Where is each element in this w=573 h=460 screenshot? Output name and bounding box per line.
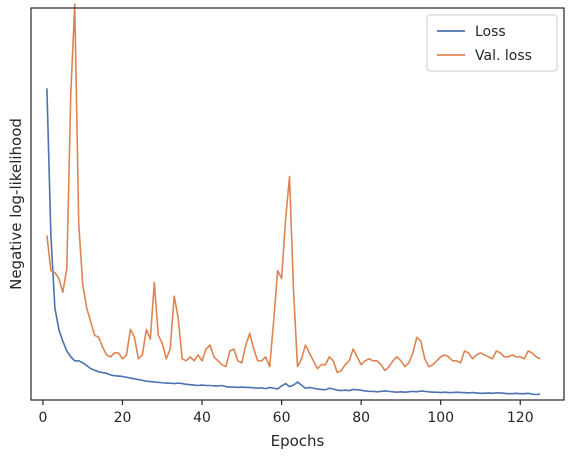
x-tick-label: 80 bbox=[352, 410, 370, 426]
x-axis-label: Epochs bbox=[271, 432, 325, 450]
series-lines bbox=[46, 3, 541, 396]
legend-label-loss: Loss bbox=[475, 24, 506, 40]
x-tick-label: 60 bbox=[273, 410, 291, 426]
x-tick-label: 20 bbox=[114, 410, 132, 426]
x-tick-label: 100 bbox=[427, 410, 454, 426]
legend-label-val-loss: Val. loss bbox=[475, 48, 532, 64]
plot-frame bbox=[30, 7, 565, 401]
series-line-loss bbox=[46, 88, 541, 396]
legend-box bbox=[426, 14, 558, 72]
legend: Loss Val. loss bbox=[426, 14, 558, 72]
x-tick-label: 40 bbox=[193, 410, 211, 426]
series-line-val-loss bbox=[46, 3, 541, 374]
x-tick-label: 120 bbox=[507, 410, 534, 426]
y-axis-label: Negative log-likelihood bbox=[7, 118, 25, 290]
x-tick-label: 0 bbox=[38, 410, 47, 426]
x-axis: 0 20 40 60 80 100 120 bbox=[38, 400, 534, 426]
